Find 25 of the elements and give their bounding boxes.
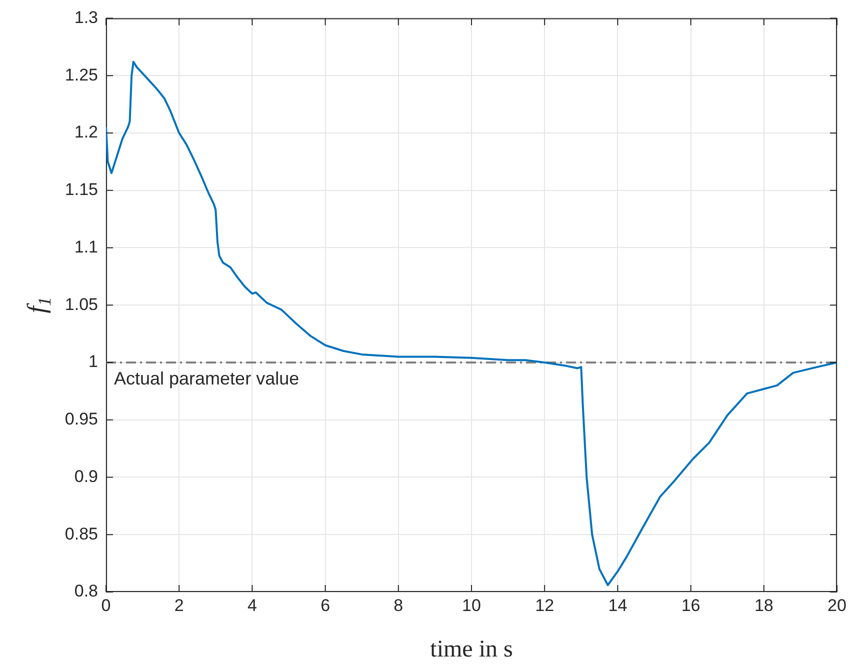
x-tick-label: 12 xyxy=(535,596,554,615)
y-axis-title: f1 xyxy=(22,296,55,314)
x-tick-label: 10 xyxy=(462,596,481,615)
y-tick-label: 1 xyxy=(88,352,98,372)
x-axis-title: time in s xyxy=(430,636,513,662)
y-tick-label: 1.05 xyxy=(64,294,98,314)
y-tick-label: 0.85 xyxy=(64,524,98,544)
x-tick-label: 6 xyxy=(320,596,330,615)
x-tick-label: 8 xyxy=(394,596,404,615)
y-tick-label: 1.25 xyxy=(64,65,98,84)
y-tick-label: 0.9 xyxy=(74,466,98,486)
x-tick-label: 16 xyxy=(681,596,700,615)
y-tick-label: 0.95 xyxy=(64,410,98,429)
y-tick-label: 1.1 xyxy=(74,237,98,256)
y-tick-label: 0.8 xyxy=(74,582,98,601)
y-tick-label: 1.2 xyxy=(74,122,98,142)
x-tick-label: 2 xyxy=(174,596,184,615)
ref-line-label: Actual parameter value xyxy=(114,368,300,388)
x-tick-label: 18 xyxy=(754,596,774,615)
x-tick-label: 14 xyxy=(608,596,628,615)
x-tick-label: 0 xyxy=(101,596,111,615)
y-tick-label: 1.3 xyxy=(74,8,98,27)
y-tick-label: 1.15 xyxy=(64,180,98,200)
x-tick-label: 4 xyxy=(247,596,257,615)
x-tick-label: 20 xyxy=(828,596,846,615)
